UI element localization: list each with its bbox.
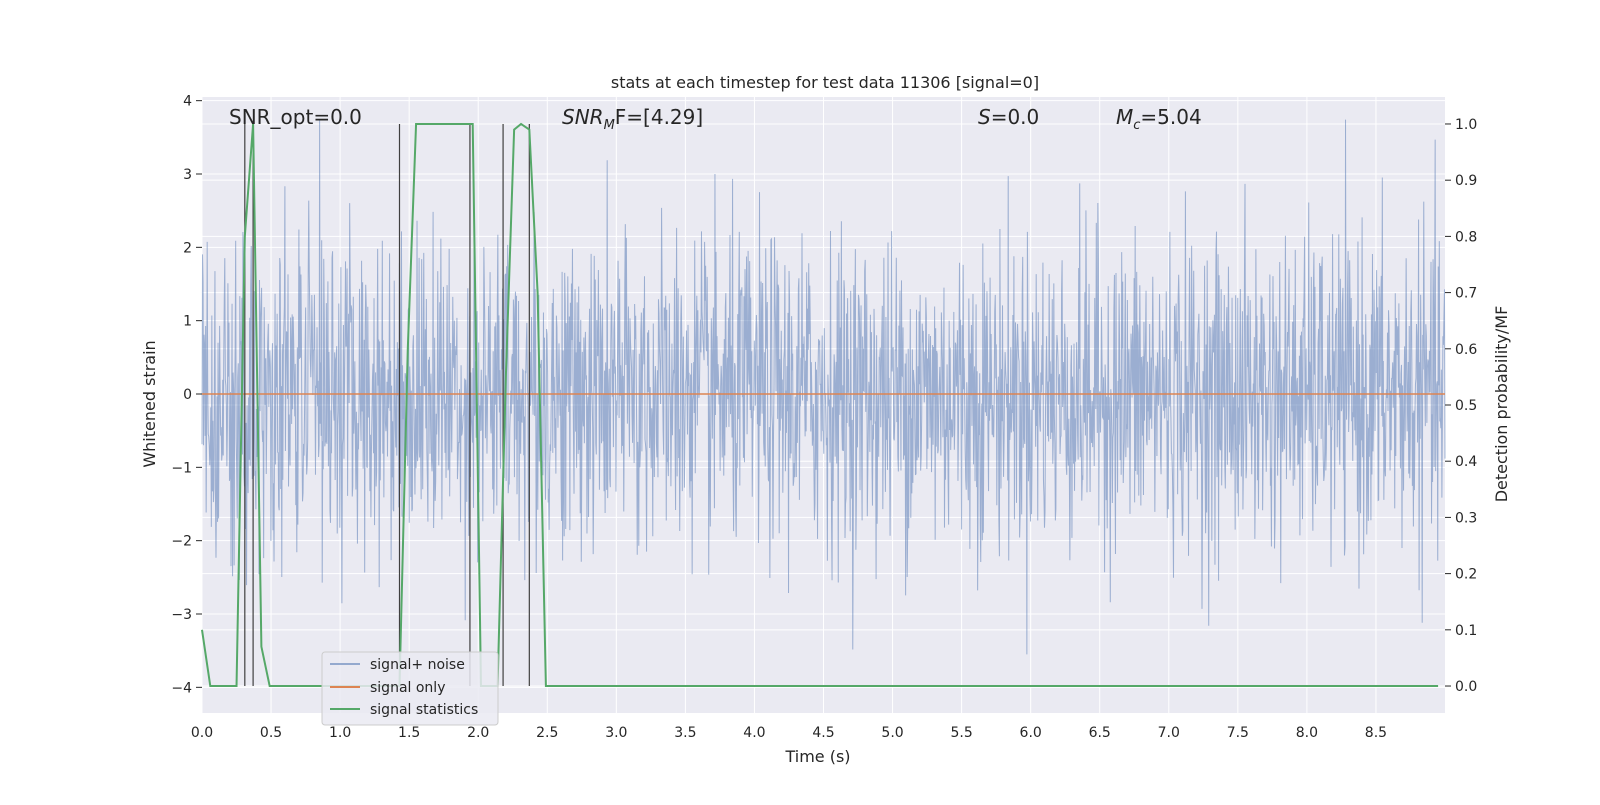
y2-tick-label: 0.9 <box>1455 173 1477 189</box>
legend-box <box>321 651 499 726</box>
y-axis-ticks: 4 3 2 1 0 −1 −2 −3 −4 <box>171 94 202 696</box>
y2-axis-label: Detection probability/MF <box>1492 306 1511 503</box>
x-axis-ticks: 0.0 0.5 1.0 1.5 2.0 2.5 3.0 3.5 4.0 4.5 5.0 5.5 6.0 6… <box>191 725 1387 741</box>
annotation-mc-main: M <box>1116 105 1133 129</box>
y2-tick-label: 0.5 <box>1455 398 1477 414</box>
x-tick-label: 4.5 <box>812 725 834 741</box>
x-tick-label: 1.0 <box>329 725 351 741</box>
y-tick-label: 2 <box>183 240 192 256</box>
annotation-s-stat: S=0.0 <box>978 105 1039 129</box>
annotation-mc: Mc=5.04 <box>1116 105 1202 133</box>
y2-tick-label: 0.0 <box>1455 679 1477 695</box>
y-tick-label: 3 <box>183 167 192 183</box>
y-tick-label: 1 <box>183 314 192 330</box>
annotation-snr-mf: SNRMF=[4.29] <box>562 105 703 133</box>
series-signal-statistics <box>201 122 1439 688</box>
y-tick-label: −4 <box>171 680 192 696</box>
y2-tick-label: 0.6 <box>1455 342 1477 358</box>
y2-tick-label: 0.1 <box>1455 623 1477 639</box>
y-axis-label: Whitened strain <box>140 340 159 467</box>
x-tick-label: 4.0 <box>743 725 765 741</box>
y2-tick-label: 0.8 <box>1455 229 1477 245</box>
y2-axis-ticks: 1.0 0.9 0.8 0.7 0.6 0.5 0.4 0.3 0.2 0.1 0.0 <box>1445 117 1477 695</box>
legend-label-signal-statistics: signal statistics <box>370 702 478 718</box>
x-tick-label: 3.0 <box>605 725 627 741</box>
x-tick-label: 6.0 <box>1020 725 1042 741</box>
annotation-s-stat-rest: =0.0 <box>991 105 1040 129</box>
x-tick-label: 2.0 <box>467 725 489 741</box>
x-tick-label: 0.0 <box>191 725 213 741</box>
x-tick-label: 2.5 <box>536 725 558 741</box>
y-tick-label: −2 <box>171 534 192 550</box>
x-tick-label: 6.5 <box>1089 725 1111 741</box>
legend-label-signal-noise: signal+ noise <box>370 657 465 673</box>
x-tick-label: 7.0 <box>1158 725 1180 741</box>
y2-tick-label: 0.4 <box>1455 454 1477 470</box>
y2-tick-label: 0.7 <box>1455 286 1477 302</box>
x-tick-label: 8.5 <box>1365 725 1387 741</box>
annotation-s-stat-main: S <box>978 105 991 129</box>
series-signal-noise <box>201 118 1446 655</box>
x-tick-label: 7.5 <box>1227 725 1249 741</box>
x-tick-label: 5.0 <box>881 725 903 741</box>
x-tick-label: 8.0 <box>1296 725 1318 741</box>
x-tick-label: 3.5 <box>674 725 696 741</box>
y-tick-label: −1 <box>171 460 192 476</box>
annotation-snr-mf-main: SNR <box>562 105 604 129</box>
x-axis-label: Time (s) <box>784 747 850 766</box>
legend-label-signal-only: signal only <box>370 680 445 696</box>
x-tick-label: 0.5 <box>260 725 282 741</box>
annotation-snr-mf-rest: F=[4.29] <box>615 105 703 129</box>
detection-marker-lines <box>244 123 530 687</box>
annotation-snr-mf-sub: M <box>604 118 615 133</box>
x-tick-label: 5.5 <box>950 725 972 741</box>
y2-tick-label: 1.0 <box>1455 117 1477 133</box>
y2-tick-label: 0.3 <box>1455 510 1477 526</box>
y-tick-label: 4 <box>183 94 192 110</box>
annotation-snr-opt: SNR_opt=0.0 <box>229 105 362 129</box>
annotation-mc-rest: =5.04 <box>1140 105 1201 129</box>
y-tick-label: −3 <box>171 607 192 623</box>
annotation-mc-sub: c <box>1133 118 1140 133</box>
y2-tick-label: 0.2 <box>1455 567 1477 583</box>
x-tick-label: 1.5 <box>398 725 420 741</box>
chart-title: stats at each timestep for test data 113… <box>611 73 1039 92</box>
legend: signal+ noise signal only signal statist… <box>321 651 499 726</box>
y-tick-label: 0 <box>183 387 192 403</box>
